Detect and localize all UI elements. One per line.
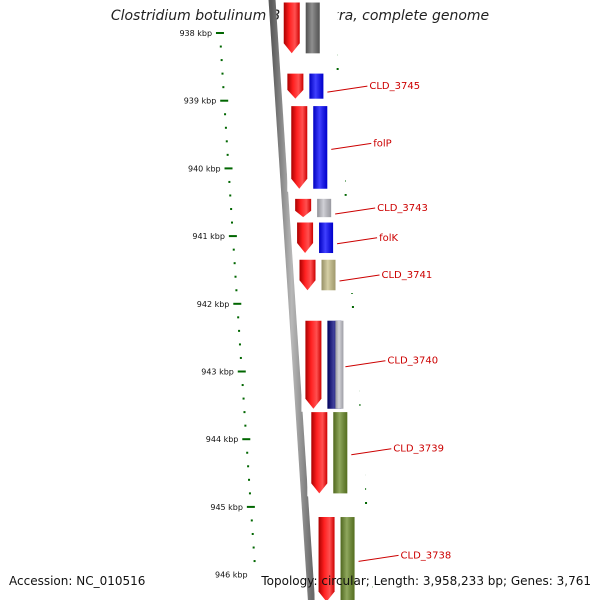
cds-arrow bbox=[287, 73, 304, 99]
ruler-minor-tick bbox=[253, 560, 256, 563]
ruler-minor-tick bbox=[221, 72, 224, 75]
ruler-minor-tick bbox=[248, 492, 251, 495]
ruler-minor-tick bbox=[248, 478, 251, 481]
ruler-minor-tick bbox=[237, 316, 240, 319]
ruler-minor-tick bbox=[242, 397, 245, 400]
ruler-minor-tick bbox=[244, 424, 247, 427]
gene-feature-shade bbox=[319, 222, 334, 254]
feature-guide-dot bbox=[344, 194, 347, 196]
ruler-minor-tick bbox=[225, 140, 228, 143]
ruler-minor-tick bbox=[243, 411, 246, 414]
ruler-major-tick bbox=[237, 370, 246, 373]
ruler-minor-tick bbox=[230, 221, 233, 224]
ruler-minor-tick bbox=[246, 451, 249, 454]
ruler-minor-tick bbox=[238, 329, 241, 332]
gene-feature-shade bbox=[309, 73, 324, 99]
ruler-major-tick bbox=[220, 99, 229, 102]
ruler-tick-label: 943 kbp bbox=[201, 368, 234, 377]
ruler-minor-tick bbox=[228, 180, 231, 183]
cds-arrow bbox=[311, 412, 328, 494]
ruler-minor-tick bbox=[229, 194, 232, 197]
gene-label[interactable]: folP bbox=[373, 138, 391, 149]
ruler-tick-label: 941 kbp bbox=[192, 232, 225, 241]
ruler-major-tick bbox=[228, 235, 237, 238]
gene-label[interactable]: CLD_3741 bbox=[382, 270, 433, 281]
cds-arrow bbox=[297, 222, 314, 254]
ruler-minor-tick bbox=[226, 153, 229, 156]
accession-text: Accession: NC_010516 bbox=[9, 574, 146, 588]
ruler-minor-tick bbox=[251, 532, 254, 535]
ruler-tick-label: 942 kbp bbox=[197, 300, 230, 309]
gene-feature-shade bbox=[317, 198, 332, 218]
gene-feature-shade bbox=[305, 2, 320, 54]
ruler-tick-label: 946 kbp bbox=[215, 571, 248, 580]
ruler-minor-tick bbox=[230, 208, 233, 211]
ruler-minor-tick bbox=[235, 289, 238, 292]
gene-label[interactable]: CLD_3745 bbox=[369, 81, 420, 92]
ruler-tick-label: 940 kbp bbox=[188, 164, 221, 173]
ruler-major-tick bbox=[215, 32, 224, 34]
genome-summary-text: Topology: circular; Length: 3,958,233 bp… bbox=[261, 574, 591, 588]
gene-label-leader bbox=[345, 360, 386, 368]
ruler-minor-tick bbox=[232, 248, 235, 251]
gene-feature-shade bbox=[313, 106, 328, 189]
ruler-minor-tick bbox=[224, 113, 227, 116]
ruler-minor-tick bbox=[233, 262, 236, 265]
ruler-minor-tick bbox=[222, 86, 225, 89]
ruler-minor-tick bbox=[241, 384, 244, 387]
gene-feature-shade bbox=[321, 259, 336, 291]
ruler-major-tick bbox=[246, 505, 255, 508]
ruler-minor-tick bbox=[238, 343, 241, 346]
feature-guide-dot bbox=[358, 404, 361, 406]
ruler-minor-tick bbox=[247, 465, 250, 468]
ruler-major-tick bbox=[233, 302, 242, 305]
gene-label-leader bbox=[337, 237, 378, 245]
ruler-minor-tick bbox=[220, 59, 223, 62]
gene-label[interactable]: CLD_3743 bbox=[377, 203, 428, 214]
gene-label-leader bbox=[331, 142, 372, 150]
gene-feature-shade bbox=[335, 320, 344, 409]
cds-arrow bbox=[283, 2, 300, 54]
backbone-line bbox=[268, 0, 315, 600]
ruler-minor-tick bbox=[252, 546, 255, 549]
cds-arrow bbox=[295, 198, 312, 218]
feature-guide-dot bbox=[351, 306, 354, 308]
cds-arrow bbox=[291, 106, 308, 189]
gene-feature-shade bbox=[333, 412, 348, 494]
ruler-major-tick bbox=[242, 438, 251, 441]
feature-guide-dot bbox=[365, 502, 368, 504]
ruler-major-tick bbox=[224, 167, 233, 170]
ruler-minor-tick bbox=[224, 126, 227, 129]
ruler-minor-tick bbox=[250, 519, 253, 522]
ruler-tick-label: 938 kbp bbox=[179, 29, 212, 38]
feature-guide-dot bbox=[336, 68, 339, 70]
gene-label[interactable]: CLD_3740 bbox=[387, 356, 438, 367]
ruler-minor-tick bbox=[234, 275, 237, 278]
gene-label-leader bbox=[351, 448, 392, 456]
ruler-tick-label: 945 kbp bbox=[210, 503, 243, 512]
gene-label-leader bbox=[335, 207, 376, 215]
gene-label[interactable]: CLD_3739 bbox=[393, 444, 444, 455]
cds-arrow bbox=[299, 259, 316, 291]
gene-label-leader bbox=[327, 85, 368, 93]
ruler-tick-label: 944 kbp bbox=[206, 435, 239, 444]
ruler-minor-tick bbox=[219, 45, 222, 48]
gene-feature-shade bbox=[340, 517, 355, 600]
cds-arrow bbox=[305, 320, 322, 409]
gene-label[interactable]: folK bbox=[379, 233, 398, 244]
cds-arrow bbox=[318, 517, 335, 600]
gene-label-leader bbox=[358, 554, 399, 562]
gene-label-leader bbox=[339, 274, 380, 282]
ruler-tick-label: 939 kbp bbox=[184, 97, 217, 106]
gene-label[interactable]: CLD_3738 bbox=[401, 550, 452, 561]
ruler-minor-tick bbox=[239, 356, 242, 359]
